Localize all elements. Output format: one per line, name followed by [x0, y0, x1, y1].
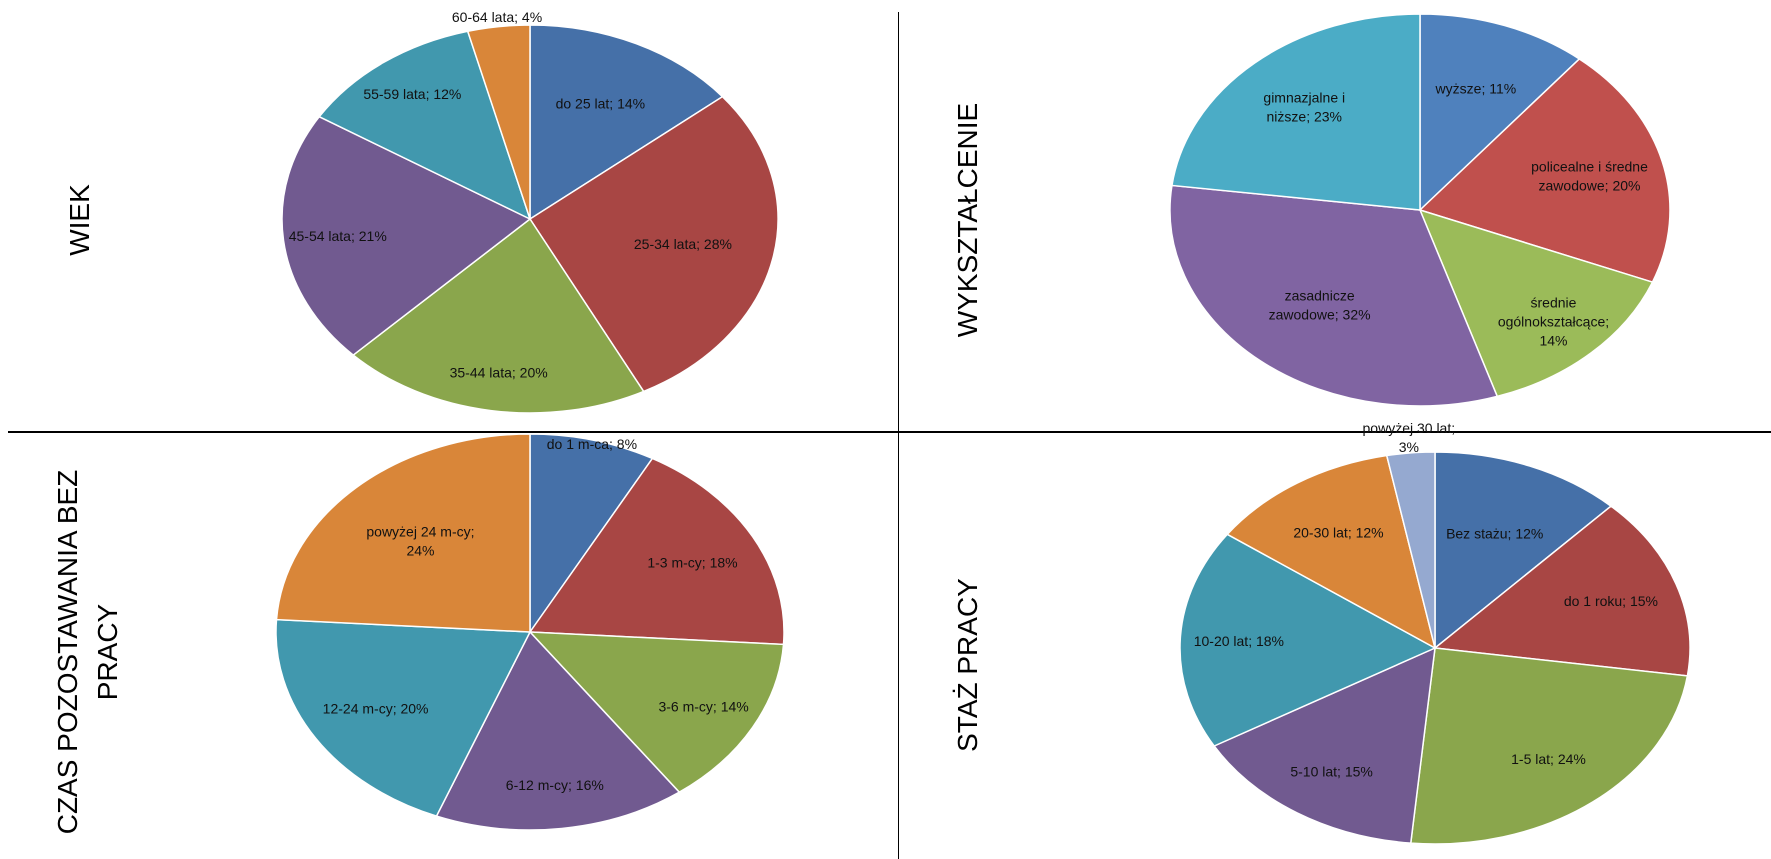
pie-slice-25-34-lata	[528, 95, 779, 393]
pie-label-zasadnicze-zawodowe: zasadnicze zawodowe; 32%	[1269, 288, 1371, 323]
pie-slice-do-1-roku	[1433, 505, 1691, 677]
pie-label-1-5-lat: 1-5 lat; 24%	[1511, 751, 1586, 767]
pie-slice-5-10-lat	[1212, 646, 1436, 844]
pie-label-bez-sta-u: Bez stażu; 12%	[1446, 525, 1543, 541]
pie-label-do-1-m-ca: do 1 m-ca; 8%	[547, 436, 637, 452]
pie-label-6-12-m-cy: 6-12 m-cy; 16%	[506, 777, 604, 793]
pie-slice-3-6-m-cy	[528, 631, 785, 794]
pie-slice-do-25-lat	[529, 24, 724, 221]
pie-label-do-25-lat: do 25 lat; 14%	[556, 95, 646, 111]
pie-slice-powy-ej-24-m-cy	[275, 433, 531, 633]
pie-slice-6-12-m-cy	[435, 630, 681, 831]
pie-slice-wy-sze	[1419, 13, 1581, 212]
pie-slice-do-1-m-ca	[529, 433, 654, 635]
pie-label-do-1-roku: do 1 roku; 15%	[1564, 593, 1658, 609]
pie-slice-35-44-lata	[352, 217, 645, 414]
pie-slice-45-54-lata	[281, 115, 532, 357]
pie-label-25-34-lata: 25-34 lata; 28%	[634, 236, 732, 252]
pie-label-policealne-i-redne-zawodowe: policealne i średne zawodowe; 20%	[1531, 158, 1648, 193]
pie-slice-1-3-m-cy	[528, 457, 785, 646]
pie-label-powy-ej-30-lat: powyżej 30 lat; 3%	[1363, 420, 1456, 455]
pie-label-3-6-m-cy: 3-6 m-cy; 14%	[658, 698, 748, 714]
pie-label-20-30-lat: 20-30 lat; 12%	[1293, 525, 1383, 541]
pie-slice-gimnazjalne-i-ni-sze	[1171, 13, 1421, 211]
pie-slice-powy-ej-30-lat	[1385, 451, 1436, 649]
pie-label-5-10-lat: 5-10 lat; 15%	[1290, 764, 1373, 780]
pie-label-wy-sze: wyższe; 11%	[1435, 80, 1517, 96]
pie-label-powy-ej-24-m-cy: powyżej 24 m-cy; 24%	[366, 524, 474, 559]
vertical-divider	[898, 12, 899, 859]
pie-label-35-44-lata: 35-44 lata; 20%	[450, 364, 548, 380]
pie-label-rednie-og-lnokszta-c-ce: średnie ogólnokształcące; 14%	[1498, 294, 1609, 348]
pie-label-45-54-lata: 45-54 lata; 21%	[289, 228, 387, 244]
pie-slice-policealne-i-redne-zawodowe	[1418, 58, 1671, 284]
pie-label-1-3-m-cy: 1-3 m-cy; 18%	[647, 554, 737, 570]
pie-slice-20-30-lat	[1226, 454, 1437, 650]
pie-label-60-64-lata: 60-64 lata; 4%	[452, 9, 542, 25]
pie-slice-12-24-m-cy	[275, 618, 532, 817]
pie-label-12-24-m-cy: 12-24 m-cy; 20%	[323, 700, 429, 716]
pie-slice-55-59-lata	[318, 30, 532, 221]
pie-slice-1-5-lat	[1409, 647, 1689, 845]
pie-label-gimnazjalne-i-ni-sze: gimnazjalne i niższe; 23%	[1263, 90, 1345, 125]
pie-slice-60-64-lata	[466, 24, 531, 220]
pie-slice-10-20-lat	[1179, 533, 1437, 747]
pie-slice-bez-sta-u	[1434, 451, 1613, 650]
pie-label-10-20-lat: 10-20 lat; 18%	[1194, 633, 1284, 649]
pie-slice-zasadnicze-zawodowe	[1169, 184, 1499, 407]
pie-label-55-59-lata: 55-59 lata; 12%	[363, 86, 461, 102]
horizontal-divider	[8, 431, 1771, 433]
